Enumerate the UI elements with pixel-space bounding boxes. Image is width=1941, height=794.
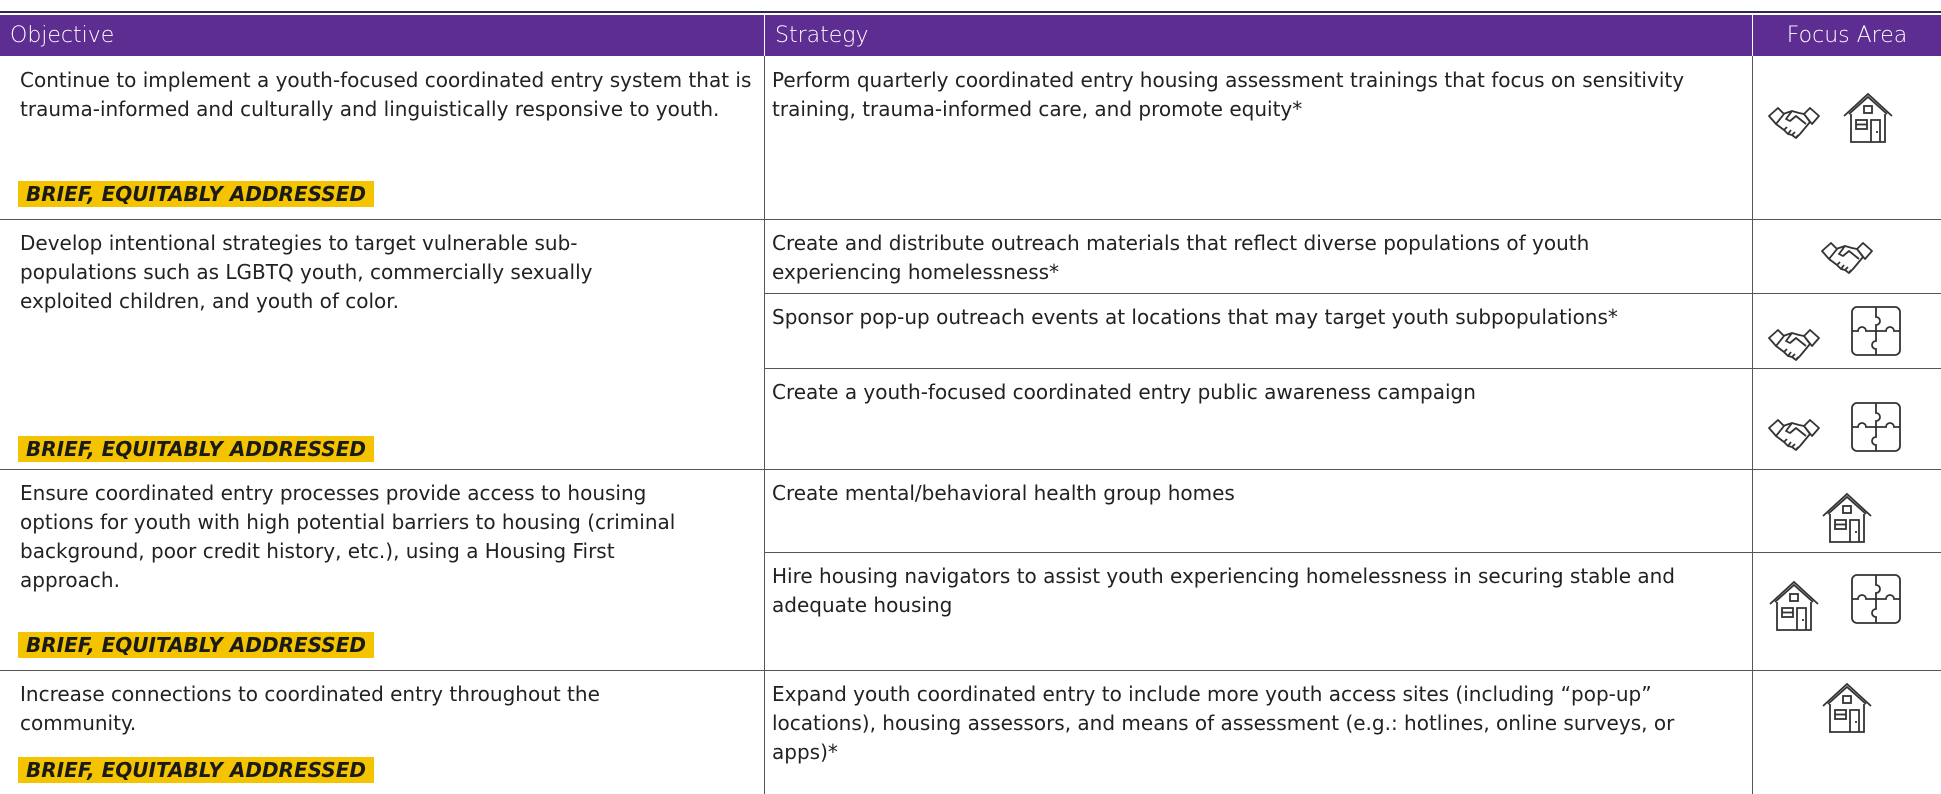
strategy: Perform quarterly coordinated entry hous… bbox=[772, 68, 1685, 121]
strategy: Hire housing navigators to assist youth … bbox=[772, 564, 1675, 617]
row-rule bbox=[764, 293, 1941, 294]
objective: Develop intentional strategies to target… bbox=[20, 231, 593, 313]
house-icon bbox=[1819, 680, 1875, 736]
strategy: Expand youth coordinated entry to includ… bbox=[772, 682, 1675, 764]
house-icon bbox=[1766, 578, 1822, 634]
house-icon bbox=[1819, 490, 1875, 546]
puzzle-icon bbox=[1848, 303, 1904, 359]
strategy: Create and distribute outreach materials… bbox=[772, 231, 1590, 284]
house-icon bbox=[1840, 90, 1896, 146]
row-rule bbox=[764, 368, 1941, 369]
row-rule bbox=[764, 552, 1941, 553]
handshake-icon bbox=[1766, 316, 1822, 372]
tag: BRIEF, EQUITABLY ADDRESSED bbox=[18, 436, 374, 462]
puzzle-icon bbox=[1848, 399, 1904, 455]
strategy: Sponsor pop-up outreach events at locati… bbox=[772, 305, 1618, 329]
tag: BRIEF, EQUITABLY ADDRESSED bbox=[18, 181, 374, 207]
handshake-icon bbox=[1766, 406, 1822, 462]
puzzle-icon bbox=[1848, 571, 1904, 627]
row-rule bbox=[0, 219, 1941, 220]
objective: Continue to implement a youth-focused co… bbox=[20, 68, 752, 121]
header-cell: Objective bbox=[0, 15, 764, 56]
header-cell: Focus Area bbox=[1752, 15, 1941, 56]
objective: Increase connections to coordinated entr… bbox=[20, 682, 600, 735]
row-rule bbox=[0, 670, 1941, 671]
tag: BRIEF, EQUITABLY ADDRESSED bbox=[18, 757, 374, 783]
top-rule bbox=[0, 11, 1941, 13]
strategy: Create a youth-focused coordinated entry… bbox=[772, 380, 1476, 404]
tag: BRIEF, EQUITABLY ADDRESSED bbox=[18, 632, 374, 658]
column-rule bbox=[764, 56, 765, 794]
header-cell: Strategy bbox=[764, 15, 1752, 56]
strategy: Create mental/behavioral health group ho… bbox=[772, 481, 1235, 505]
column-rule bbox=[1752, 56, 1753, 794]
row-rule bbox=[0, 469, 1941, 470]
objective: Ensure coordinated entry processes provi… bbox=[20, 481, 676, 592]
handshake-icon bbox=[1766, 94, 1822, 150]
handshake-icon bbox=[1819, 229, 1875, 285]
